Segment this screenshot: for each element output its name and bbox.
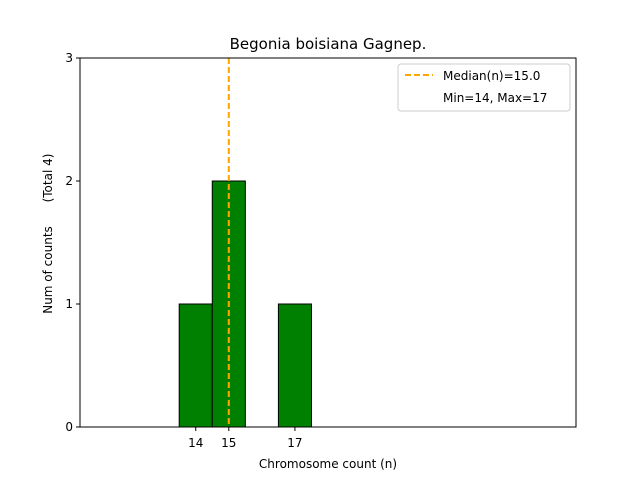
y-tick-label-2: 2 — [65, 174, 73, 188]
y-tick-label-1: 1 — [65, 297, 73, 311]
x-axis-label: Chromosome count (n) — [259, 457, 397, 471]
x-tick-label-17: 17 — [287, 436, 302, 450]
y-tick-label-0: 0 — [65, 420, 73, 434]
x-tick-label-14: 14 — [188, 436, 203, 450]
legend-median-label: Median(n)=15.0 — [443, 69, 540, 83]
legend-box — [397, 63, 571, 112]
chart-title: Begonia boisiana Gagnep. — [230, 35, 427, 53]
x-axis-ticks: 14 15 17 — [188, 427, 303, 450]
x-tick-label-15: 15 — [221, 436, 236, 450]
bars-group — [178, 180, 346, 428]
legend-range-label: Min=14, Max=17 — [443, 91, 547, 105]
y-axis-label-group: Num of counts (Total 4) — [41, 154, 55, 314]
bar-17 — [277, 303, 312, 428]
y-axis-total-label: (Total 4) — [41, 154, 55, 203]
plot-frame — [79, 57, 577, 428]
y-axis-ticks: 0 1 2 3 — [65, 51, 80, 434]
bar-14 — [178, 303, 213, 428]
legend: Median(n)=15.0 Min=14, Max=17 — [397, 63, 571, 112]
y-tick-label-3: 3 — [65, 51, 73, 65]
y-axis-label: Num of counts — [41, 226, 55, 314]
